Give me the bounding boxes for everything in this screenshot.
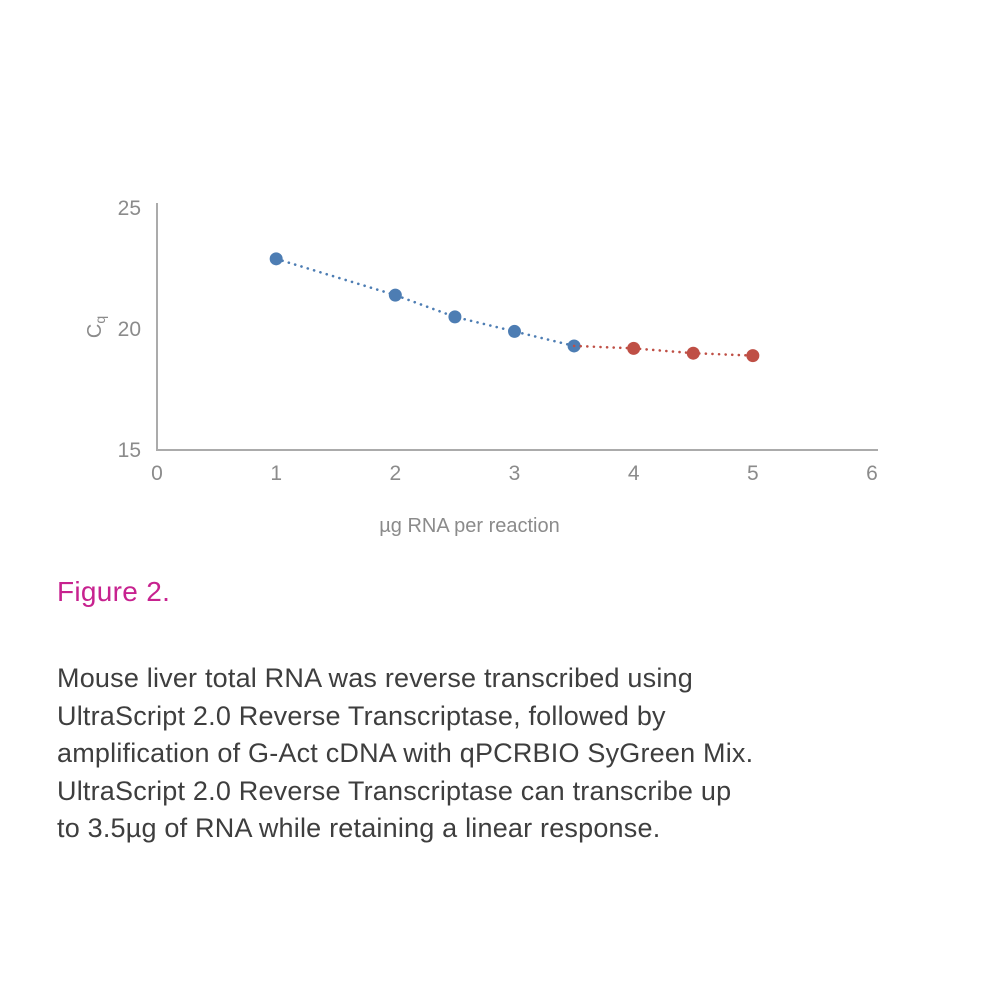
cq-vs-rna-chart: 15 20 25 0 1 2 3 4 5 6 µg RNA per reaction Cq: [84, 197, 878, 537]
x-tick-label: 0: [151, 462, 163, 485]
data-point: [627, 341, 641, 355]
series-trendline: [274, 257, 576, 348]
y-tick-label: 20: [118, 318, 141, 341]
x-axis-label: µg RNA per reaction: [379, 515, 560, 537]
caption-line: to 3.5µg of RNA while retaining a linear…: [57, 813, 661, 843]
y-tick-label: 15: [118, 439, 141, 462]
x-tick-label: 4: [628, 462, 640, 485]
x-tick-label: 6: [866, 462, 878, 485]
caption-line: amplification of G-Act cDNA with qPCRBIO…: [57, 738, 754, 768]
data-point: [269, 252, 283, 266]
x-tick-label: 3: [509, 462, 521, 485]
series-trendline: [572, 344, 755, 357]
x-tick-label: 1: [270, 462, 282, 485]
data-point: [686, 346, 700, 360]
data-point: [448, 310, 462, 324]
y-tick-label: 25: [118, 197, 141, 220]
y-axis-label: Cq: [84, 316, 108, 338]
data-point: [746, 349, 760, 363]
caption-line: UltraScript 2.0 Reverse Transcriptase, f…: [57, 700, 666, 731]
x-tick-label: 2: [389, 462, 401, 485]
data-point: [508, 324, 521, 338]
figure-caption: Mouse liver total RNA was reverse transc…: [57, 660, 927, 848]
caption-line: UltraScript 2.0 Reverse Transcriptase ca…: [57, 775, 732, 806]
data-point: [388, 288, 402, 302]
figure-label: Figure 2.: [57, 576, 171, 607]
caption-line: Mouse liver total RNA was reverse transc…: [57, 663, 693, 693]
chart-canvas: 15 20 25 0 1 2 3 4 5 6 µg RNA per reaction Cq: [84, 197, 878, 537]
x-tick-label: 5: [747, 462, 759, 485]
